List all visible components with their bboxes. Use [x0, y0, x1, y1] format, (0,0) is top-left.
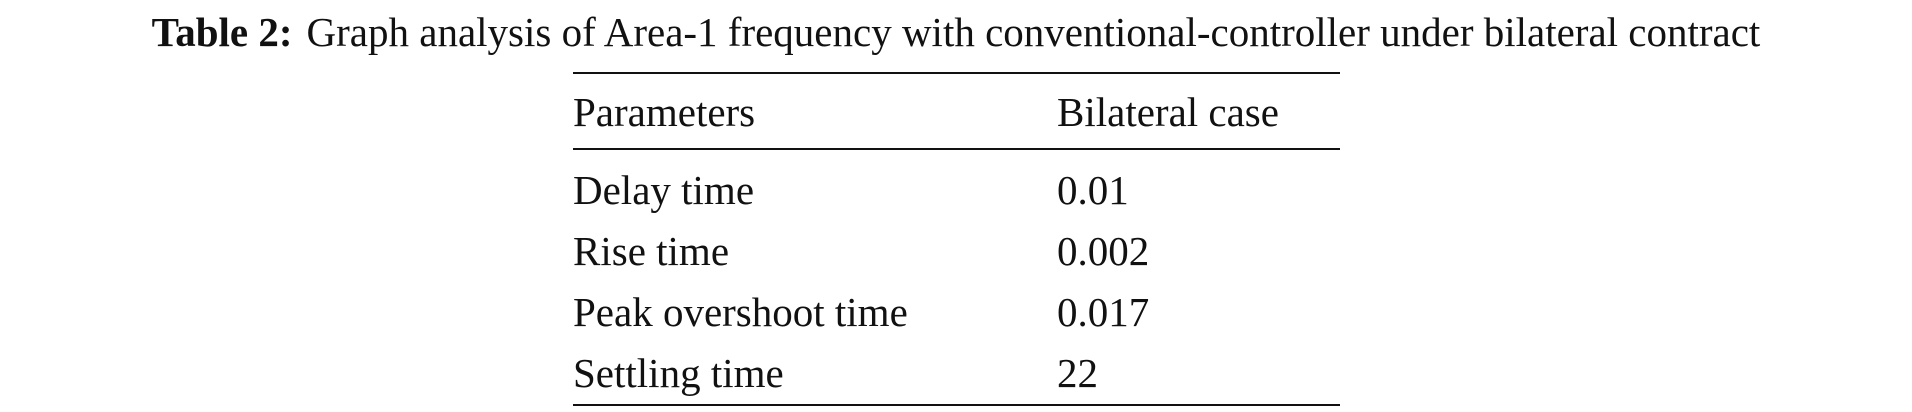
header-cell: Parameters — [573, 89, 756, 135]
caption: Table 2: Graph analysis of Area-1 frequen… — [0, 8, 1912, 56]
cell: 22 — [1057, 350, 1098, 396]
bottom-rule — [573, 404, 1340, 406]
top-rule — [573, 72, 1340, 74]
cell: Peak overshoot time — [573, 289, 908, 335]
caption-text: Graph analysis of Area-1 frequency with … — [306, 9, 1761, 55]
cell: Rise time — [573, 228, 730, 274]
cell: 0.01 — [1057, 167, 1129, 213]
caption-label: Table 2: — [151, 9, 293, 55]
cell: Delay time — [573, 167, 755, 213]
header-cell: Bilateral case — [1057, 89, 1279, 135]
cell: 0.017 — [1057, 289, 1150, 335]
mid-rule — [573, 148, 1340, 150]
cell: 0.002 — [1057, 228, 1150, 274]
cell: Settling time — [573, 350, 784, 396]
